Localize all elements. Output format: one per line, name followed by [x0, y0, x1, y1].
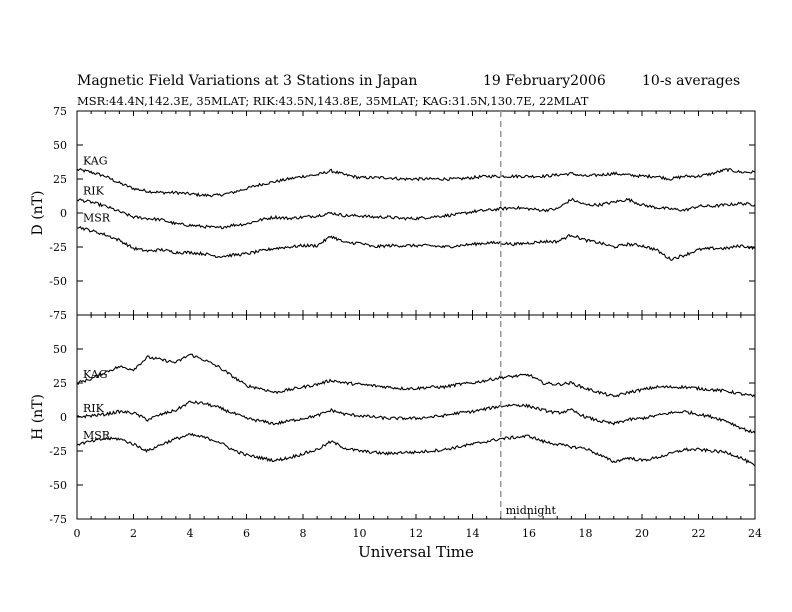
y-tick-label: -75 [49, 513, 67, 526]
x-axis-label: Universal Time [358, 543, 474, 561]
chart-title: Magnetic Field Variations at 3 Stations … [77, 73, 418, 89]
x-tick-label: 12 [409, 527, 423, 540]
x-tick-label: 16 [522, 527, 536, 540]
y-tick-label: 0 [60, 411, 67, 424]
midnight-label: midnight [506, 504, 557, 517]
chart-averaging: 10-s averages [642, 73, 741, 89]
panel-frame-D [76, 110, 756, 316]
y-tick-label: 50 [53, 343, 67, 356]
series-line-msr-D [76, 226, 756, 262]
x-tick-label: 14 [466, 527, 480, 540]
y-tick-label: -50 [49, 275, 67, 288]
series-line-kag-D [76, 167, 756, 198]
y-tick-label: 25 [53, 173, 67, 186]
series-label-kag: KAG [83, 154, 108, 167]
series-line-kag-H [76, 353, 756, 398]
y-tick-label: -75 [49, 309, 67, 322]
station-info: MSR:44.4N,142.3E, 35MLAT; RIK:43.5N,143.… [77, 94, 589, 108]
x-tick-label: 4 [187, 527, 194, 540]
x-tick-label: 2 [130, 527, 137, 540]
y-tick-label: -25 [49, 445, 67, 458]
y-tick-label: -25 [49, 241, 67, 254]
chart-date: 19 February2006 [483, 73, 606, 89]
x-tick-label: 18 [579, 527, 593, 540]
x-tick-label: 8 [300, 527, 307, 540]
x-tick-label: 10 [353, 527, 367, 540]
series-line-msr-H [76, 432, 756, 467]
series-line-rik-D [76, 197, 756, 230]
y-tick-label: 50 [53, 139, 67, 152]
chart-title-line: Magnetic Field Variations at 3 Stations … [77, 73, 757, 91]
x-tick-label: 22 [692, 527, 706, 540]
series-label-rik: RIK [83, 402, 105, 415]
y-tick-label: -50 [49, 479, 67, 492]
series-label-rik: RIK [83, 184, 105, 197]
series-label-msr: MSR [83, 429, 111, 442]
y-tick-label: 25 [53, 377, 67, 390]
x-tick-label: 20 [635, 527, 649, 540]
series-label-kag: KAG [83, 368, 108, 381]
series-label-msr: MSR [83, 212, 111, 225]
x-tick-label: 0 [74, 527, 81, 540]
y-tick-label: 0 [60, 207, 67, 220]
x-tick-label: 6 [243, 527, 250, 540]
y-axis-label-D: D (nT) [30, 191, 46, 236]
y-tick-label: 75 [53, 105, 67, 118]
y-axis-label-H: H (nT) [30, 394, 46, 440]
x-tick-label: 24 [748, 527, 762, 540]
series-line-rik-H [76, 400, 756, 434]
